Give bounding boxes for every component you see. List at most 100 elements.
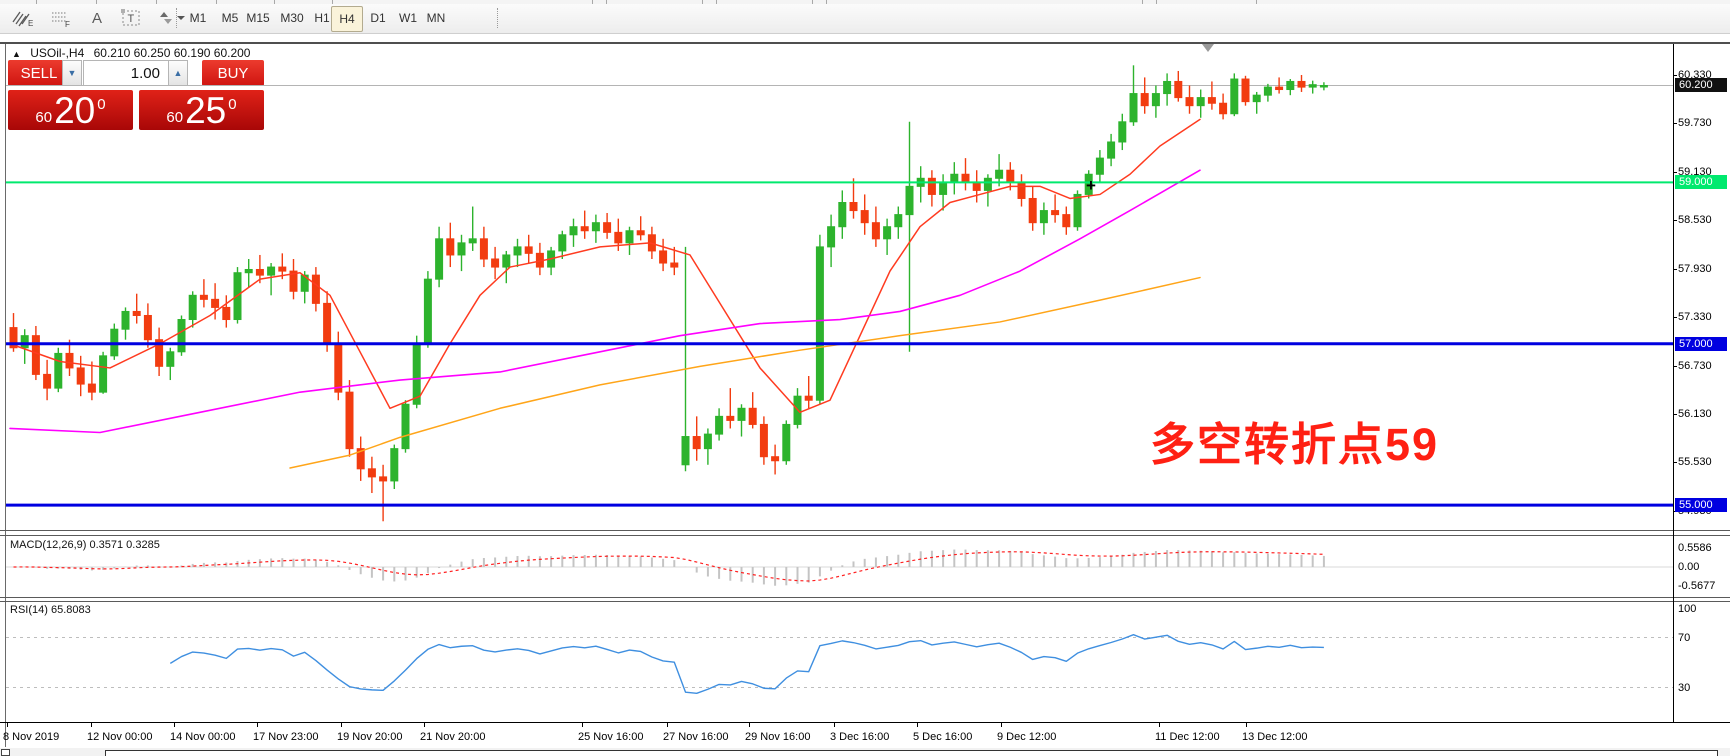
macd-scale-label: 0.5586 <box>1678 542 1712 554</box>
symbol-ohlc-header: ▲ USOil-,H4 60.210 60.250 60.190 60.200 <box>12 46 250 60</box>
time-tick-label: 21 Nov 20:00 <box>420 731 486 743</box>
price-tick-mark <box>1673 365 1677 367</box>
text-label-icon[interactable]: T <box>116 6 146 30</box>
time-tick-label: 17 Nov 23:00 <box>253 731 319 743</box>
chart-window-border <box>5 44 6 747</box>
grid-icon[interactable]: F <box>46 6 76 30</box>
price-tick-label: 56.730 <box>1678 359 1712 372</box>
rsi-scale-label: 100 <box>1678 603 1697 615</box>
time-tick-label: 3 Dec 16:00 <box>830 731 890 743</box>
price-tick-label: 59.730 <box>1678 117 1712 130</box>
chevron-down-icon: ▼ <box>67 68 77 78</box>
price-tick-label: 58.530 <box>1678 214 1712 227</box>
time-tick-mark <box>749 723 750 727</box>
time-tick-mark <box>91 723 92 727</box>
price-tag: 57.000 <box>1675 336 1727 351</box>
timeframe-button-h1[interactable]: H1 <box>314 11 330 25</box>
price-tick-mark <box>1673 268 1677 270</box>
panel-separator[interactable] <box>0 535 1730 536</box>
bid-price-display[interactable]: 60 20 0 <box>8 90 133 130</box>
ask-main: 25 <box>185 90 227 131</box>
time-tick-label: 19 Nov 20:00 <box>337 731 403 743</box>
rsi-scale-label: 30 <box>1678 681 1691 694</box>
timeframe-button-w1[interactable]: W1 <box>399 11 417 25</box>
time-tick-mark <box>174 723 175 727</box>
time-tick-label: 8 Nov 2019 <box>3 731 60 743</box>
time-tick-label: 5 Dec 16:00 <box>913 731 973 743</box>
cropped-bottom-element <box>1 749 10 756</box>
panel-separator[interactable] <box>0 530 1730 531</box>
time-tick-mark <box>667 723 668 727</box>
rsi-scale-label: 70 <box>1678 631 1691 644</box>
font-icon[interactable]: A <box>91 9 102 27</box>
symbol-label: USOil-,H4 <box>30 46 85 60</box>
price-tag: 59.000 <box>1675 175 1727 190</box>
chart-window-border <box>0 42 1730 44</box>
ask-price-display[interactable]: 60 25 0 <box>139 90 264 130</box>
price-tick-label: 55.530 <box>1678 456 1712 469</box>
timeframe-button-h4[interactable]: H4 <box>331 6 363 32</box>
time-tick-label: 25 Nov 16:00 <box>578 731 644 743</box>
price-tick-mark <box>1673 220 1677 222</box>
buy-button[interactable]: BUY <box>202 60 264 86</box>
volume-input[interactable]: 1.00 <box>83 60 169 86</box>
close-value: 60.200 <box>213 46 251 60</box>
time-tick-mark <box>834 723 835 727</box>
ask-prefix: 60 <box>166 109 184 126</box>
price-tag: 60.200 <box>1675 78 1727 93</box>
time-tick-mark <box>341 723 342 727</box>
time-tick-label: 11 Dec 12:00 <box>1155 731 1220 743</box>
cropped-bottom-tab <box>105 750 1718 756</box>
candlestick-chart[interactable] <box>6 44 1673 530</box>
time-tick-mark <box>582 723 583 727</box>
svg-text:T: T <box>128 13 135 25</box>
timeframe-button-d1[interactable]: D1 <box>370 11 386 25</box>
price-tick-label: 57.330 <box>1678 311 1712 324</box>
timeframe-button-mn[interactable]: MN <box>426 11 446 25</box>
price-axis-line <box>1673 44 1674 722</box>
panel-separator[interactable] <box>0 601 1730 602</box>
timeframe-button-m5[interactable]: M5 <box>221 11 239 25</box>
rsi-indicator-chart[interactable] <box>6 602 1673 722</box>
svg-text:E: E <box>28 19 33 28</box>
sell-button[interactable]: SELL <box>8 60 70 86</box>
time-tick-mark <box>424 723 425 727</box>
timeframe-button-m1[interactable]: M1 <box>189 11 207 25</box>
bid-prefix: 60 <box>35 109 53 126</box>
time-tick-label: 29 Nov 16:00 <box>745 731 811 743</box>
time-tick-mark <box>1159 723 1160 727</box>
collapse-arrow-icon[interactable]: ▲ <box>12 49 21 59</box>
arrange-icon[interactable] <box>152 6 188 30</box>
toolbar-separator <box>176 8 177 28</box>
cross-marker[interactable]: + <box>1086 176 1096 195</box>
price-tag: 55.000 <box>1675 498 1727 513</box>
chevron-up-icon: ▲ <box>173 68 183 78</box>
time-tick-label: 12 Nov 00:00 <box>87 731 153 743</box>
chart-shift-marker[interactable] <box>1202 44 1214 52</box>
experts-icon[interactable]: E <box>8 6 38 30</box>
macd-label: MACD(12,26,9) 0.3571 0.3285 <box>10 539 160 551</box>
ask-sup: 0 <box>228 96 237 113</box>
bid-sup: 0 <box>97 96 106 113</box>
chart-toolbar: E F A T M1 M5 M15 M30 H1 H4 D1 W1 MN <box>0 4 1730 34</box>
timeframe-button-m30[interactable]: M30 <box>280 11 304 25</box>
svg-text:F: F <box>65 20 70 28</box>
time-tick-mark <box>1246 723 1247 727</box>
price-tick-mark <box>1673 413 1677 415</box>
time-tick-mark <box>7 723 8 727</box>
panel-separator[interactable] <box>0 597 1730 598</box>
bid-main: 20 <box>54 90 96 131</box>
time-tick-label: 14 Nov 00:00 <box>170 731 236 743</box>
macd-scale-label: -0.5677 <box>1678 580 1716 593</box>
price-tick-mark <box>1673 123 1677 125</box>
macd-scale-label: 0.00 <box>1678 561 1700 573</box>
rsi-label: RSI(14) 65.8083 <box>10 604 91 616</box>
toolbar-separator <box>497 8 498 28</box>
price-tick-mark <box>1673 462 1677 464</box>
cropped-upper-toolbar-strip <box>0 0 1730 4</box>
timeframe-button-m15[interactable]: M15 <box>246 11 270 25</box>
price-tick-label: 60.330 <box>1678 69 1712 81</box>
chart-annotation-text[interactable]: 多空转折点59 <box>1150 419 1440 470</box>
macd-indicator-chart[interactable] <box>6 537 1673 596</box>
price-tick-mark <box>1673 75 1677 76</box>
